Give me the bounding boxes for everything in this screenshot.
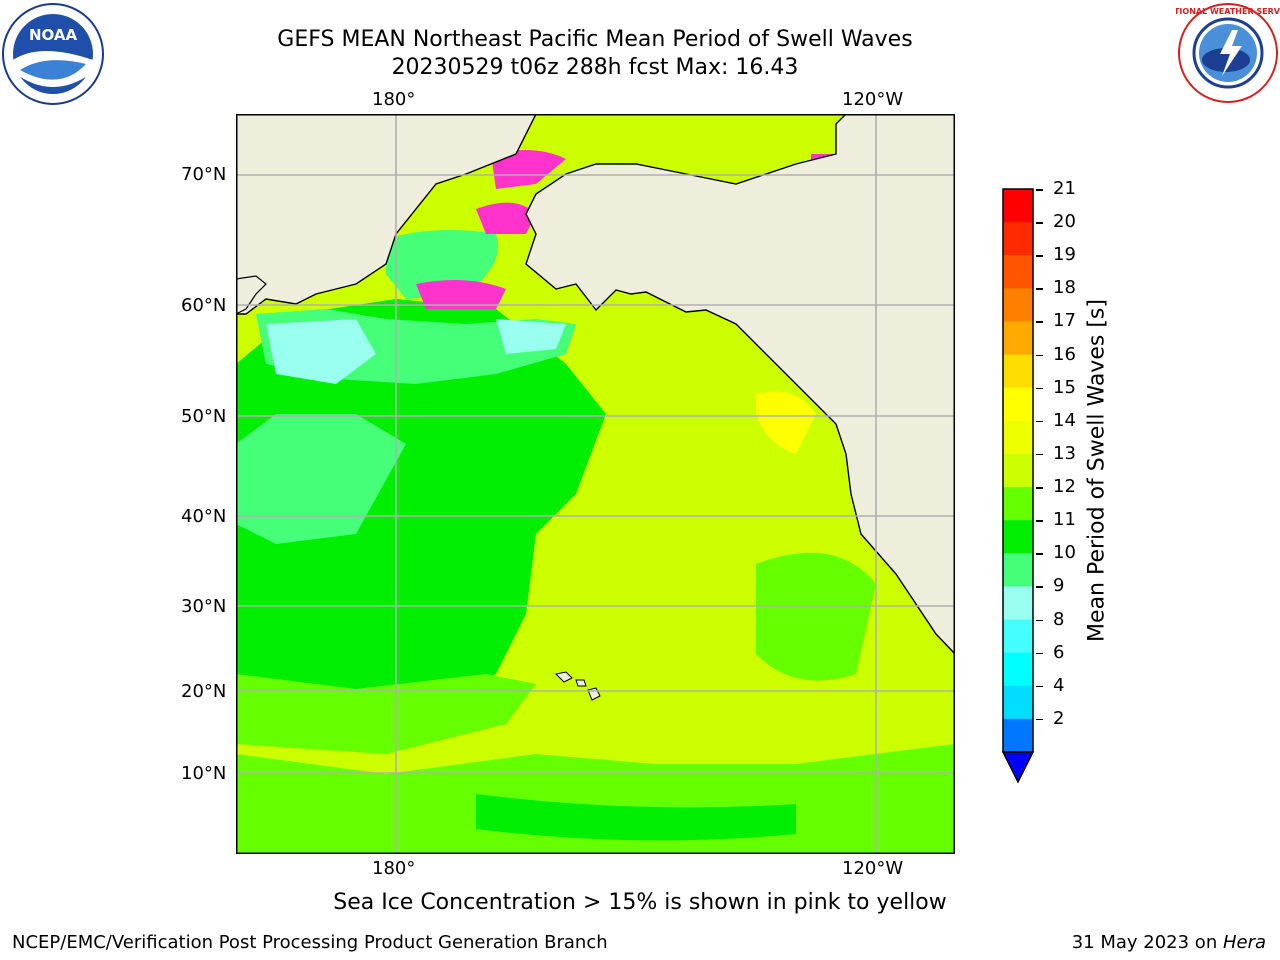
colorbar-swatch: [1003, 586, 1033, 621]
lon-label-top-180: 180°: [372, 89, 416, 110]
colorbar-tick-label: 17: [1053, 310, 1076, 332]
lon-label-top-120w: 120°W: [842, 89, 904, 110]
hawaii-island-1: [554, 671, 573, 683]
bering-swell-zone: [236, 414, 406, 544]
colorbar-tick-label: 10: [1053, 542, 1076, 564]
light-green-swell-zone: [236, 674, 536, 754]
colorbar-tick-label: 15: [1053, 376, 1076, 398]
colorbar-tick-label: 20: [1053, 211, 1076, 233]
colorbar-label: Mean Period of Swell Waves [s]: [1084, 299, 1110, 642]
footer-branch: NCEP/EMC/Verification Post Processing Pr…: [12, 932, 608, 953]
colorbar-swatch: [1003, 520, 1033, 554]
colorbar-swatch: [1003, 222, 1033, 256]
colorbar-swatch: [1003, 321, 1033, 356]
lat-label-20n: 20°N: [181, 681, 227, 702]
colorbar-tick-label: 13: [1053, 442, 1076, 464]
lon-label-bottom-180: 180°: [372, 858, 416, 879]
colorbar-tick-mark: [1036, 255, 1043, 257]
colorbar-swatch: [1003, 453, 1033, 488]
map-frame: [236, 114, 955, 854]
colorbar-tick-mark: [1036, 553, 1043, 555]
lat-label-40n: 40°N: [181, 506, 227, 527]
colorbar-tick-mark: [1036, 685, 1043, 688]
noaa-logo: NOAA: [2, 3, 104, 105]
lat-label-70n: 70°N: [181, 164, 227, 185]
colorbar-swatch: [1003, 255, 1033, 289]
colorbar-swatch: [1003, 288, 1033, 322]
colorbar-swatch: [1003, 487, 1033, 521]
colorbar-tick-mark: [1036, 586, 1043, 588]
colorbar-tick-label: 6: [1053, 641, 1065, 663]
north-america-land: [525, 114, 954, 654]
colorbar-swatch: [1003, 553, 1033, 587]
sea-ice-note: Sea Ice Concentration > 15% is shown in …: [333, 890, 947, 915]
colorbar-tick-mark: [1036, 387, 1043, 390]
footer-date-text: 31 May 2023 on: [1071, 932, 1223, 953]
sea-ice-marker-2: [476, 202, 536, 234]
footer-host: Hera: [1222, 932, 1266, 953]
colorbar-swatch: [1003, 354, 1033, 389]
colorbar-tick-mark: [1036, 189, 1043, 191]
colorbar-tick-mark: [1036, 321, 1043, 323]
colorbar-tick-label: 19: [1053, 244, 1076, 266]
colorbar-swatch: [1003, 387, 1033, 422]
sea-ice-marker-1: [416, 280, 506, 309]
lon-label-bottom-120w: 120°W: [842, 858, 904, 879]
nws-logo: NATIONAL WEATHER SERVICE: [1176, 3, 1280, 103]
swell-period-map: [236, 114, 955, 854]
green-swell-zone: [236, 299, 606, 704]
colorbar-tick-mark: [1036, 354, 1043, 357]
colorbar-tick-label: 16: [1053, 343, 1076, 365]
colorbar-extend-arrow: [1001, 751, 1035, 784]
colorbar-swatch: [1003, 652, 1033, 687]
colorbar-tick-mark: [1036, 487, 1043, 489]
siberia-land: [236, 114, 537, 315]
eastern-green-patch: [756, 552, 876, 681]
colorbar-swatch: [1003, 619, 1033, 654]
colorbar-tick-label: 9: [1053, 575, 1065, 597]
colorbar-tick-label: 4: [1053, 674, 1065, 696]
colorbar-tick-label: 12: [1053, 476, 1076, 498]
colorbar-tick-mark: [1036, 420, 1043, 423]
southern-green-band: [476, 794, 796, 841]
colorbar-tick-mark: [1036, 718, 1043, 721]
cyan-patch-east: [496, 319, 566, 354]
colorbar-tick-label: 21: [1053, 178, 1076, 199]
sea-ice-marker-3: [491, 150, 566, 189]
colorbar-tick-label: 11: [1053, 509, 1076, 531]
noaa-logo-text: NOAA: [29, 26, 78, 44]
colorbar-tick-mark: [1036, 652, 1043, 655]
colorbar-tick-mark: [1036, 520, 1043, 522]
colorbar-tick-label: 8: [1053, 608, 1065, 630]
colorbar: [1001, 188, 1035, 784]
lat-label-10n: 10°N: [181, 763, 227, 784]
lat-label-50n: 50°N: [181, 406, 227, 427]
colorbar-tick-mark: [1036, 222, 1043, 224]
hawaii-island-2: [575, 679, 587, 687]
cyan-patch-west: [266, 319, 376, 384]
colorbar-tick-mark: [1036, 453, 1043, 456]
yellow-patch: [756, 391, 816, 454]
colorbar-swatch: [1003, 718, 1033, 753]
colorbar-swatch: [1003, 685, 1033, 720]
chart-title: GEFS MEAN Northeast Pacific Mean Period …: [277, 27, 913, 52]
chart-subtitle: 20230529 t06z 288h fcst Max: 16.43: [391, 55, 799, 80]
colorbar-tick-label: 2: [1053, 707, 1065, 729]
footer-date: 31 May 2023 on Hera: [1072, 932, 1266, 953]
lat-label-30n: 30°N: [181, 596, 227, 617]
colorbar-tick-mark: [1036, 619, 1043, 622]
lat-label-60n: 60°N: [181, 295, 227, 316]
colorbar-tick-label: 14: [1053, 409, 1076, 431]
map-gridlines: [236, 114, 954, 853]
colorbar-swatch: [1003, 420, 1033, 455]
colorbar-tick-label: 18: [1053, 277, 1076, 299]
colorbar-swatch: [1003, 189, 1033, 223]
nws-logo-text: NATIONAL WEATHER SERVICE: [1176, 7, 1280, 16]
colorbar-frame: [1002, 188, 1034, 753]
colorbar-tick-mark: [1036, 288, 1043, 290]
